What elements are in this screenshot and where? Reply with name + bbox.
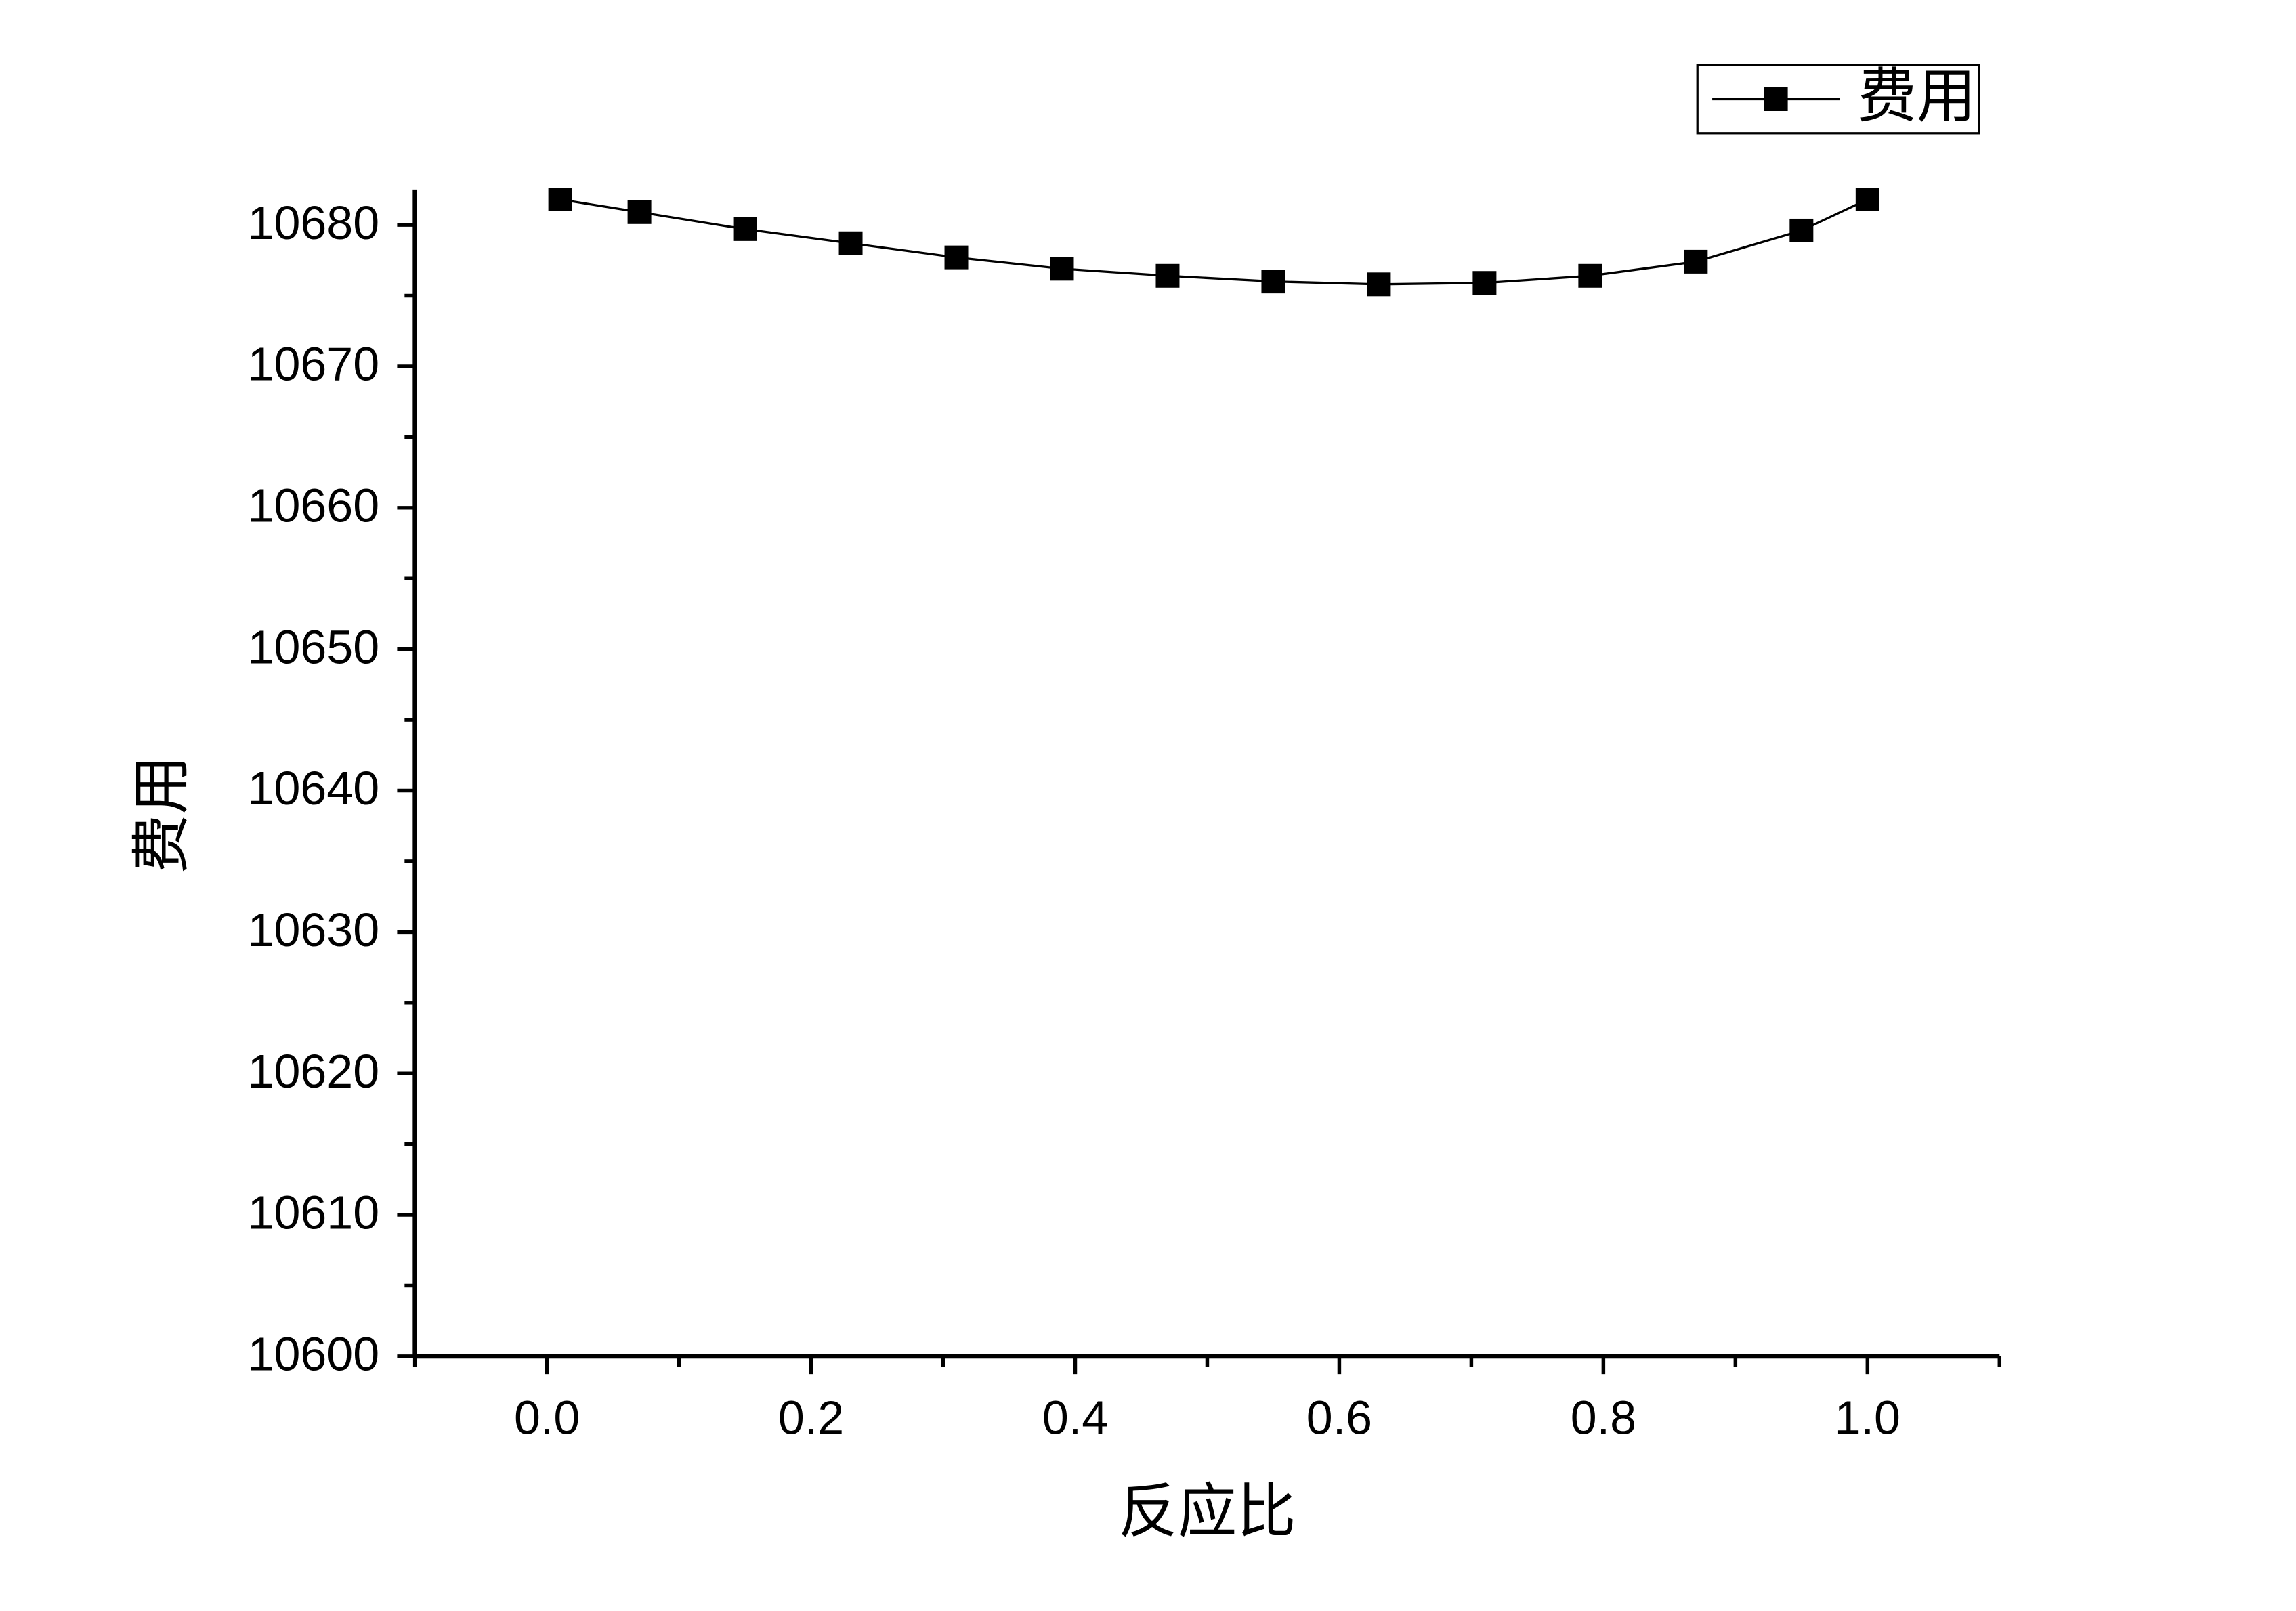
- data-point: [1261, 270, 1285, 294]
- y-tick-label: 10660: [248, 479, 380, 532]
- data-point: [548, 188, 572, 211]
- data-point: [838, 231, 863, 255]
- x-tick-label: 1.0: [1835, 1392, 1900, 1444]
- data-point: [944, 245, 969, 270]
- y-tick-label: 10630: [248, 903, 380, 956]
- legend-label: 费用: [1857, 63, 1976, 129]
- y-tick-label: 10670: [248, 338, 380, 391]
- data-line: [559, 198, 1869, 286]
- y-tick-label: 10680: [248, 196, 380, 249]
- data-point: [1789, 218, 1814, 242]
- data-point: [1155, 263, 1180, 288]
- x-tick-label: 0.4: [1042, 1392, 1108, 1444]
- y-tick-label: 10640: [248, 762, 380, 815]
- x-tick-label: 0.8: [1571, 1392, 1636, 1444]
- data-point: [1855, 188, 1879, 211]
- x-tick-label: 0.0: [514, 1392, 580, 1444]
- data-point: [1684, 249, 1708, 274]
- x-tick-label: 0.2: [778, 1392, 844, 1444]
- data-point: [733, 217, 757, 241]
- x-axis-label: 反应比: [1118, 1478, 1296, 1545]
- y-tick-label: 10610: [248, 1186, 380, 1239]
- data-point: [1578, 263, 1602, 288]
- data-point: [1050, 257, 1074, 281]
- y-tick-label: 10650: [248, 620, 380, 673]
- data-point: [627, 200, 652, 224]
- y-tick-label: 10620: [248, 1045, 380, 1098]
- data-point: [1367, 272, 1391, 297]
- data-point: [1472, 271, 1497, 295]
- x-tick-label: 0.6: [1306, 1392, 1372, 1444]
- y-axis-label: 费用: [128, 755, 194, 874]
- legend-marker: [1764, 87, 1788, 111]
- y-tick-label: 10600: [248, 1328, 380, 1381]
